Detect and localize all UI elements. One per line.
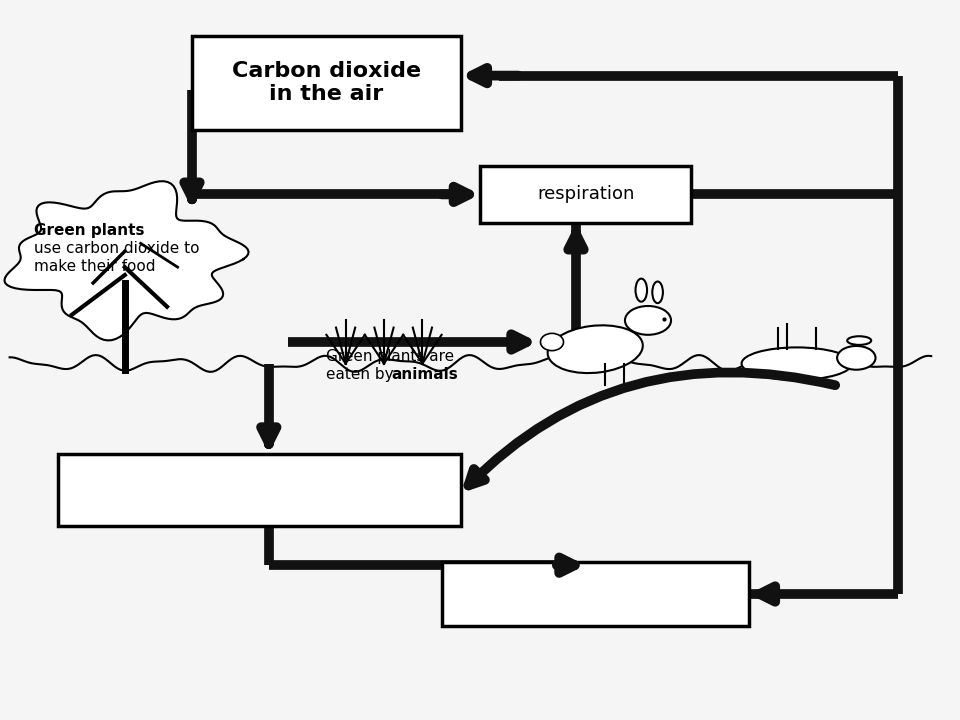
Ellipse shape [741,348,852,380]
Text: eaten by: eaten by [326,367,399,382]
Bar [480,166,691,223]
Text: make their food: make their food [34,259,156,274]
Bar [442,562,749,626]
Ellipse shape [547,325,643,373]
Bar [58,454,461,526]
Text: animals: animals [392,367,459,382]
Polygon shape [5,181,249,341]
Text: Green plants are: Green plants are [326,349,454,364]
Ellipse shape [625,306,671,335]
Text: respiration: respiration [537,186,635,204]
Circle shape [540,333,564,351]
Text: use carbon dioxide to: use carbon dioxide to [34,241,199,256]
Ellipse shape [636,279,647,302]
Text: Green plants: Green plants [34,223,144,238]
Ellipse shape [848,336,872,345]
Ellipse shape [837,346,876,370]
Text: Carbon dioxide
in the air: Carbon dioxide in the air [231,61,421,104]
Bar [192,36,461,130]
Ellipse shape [653,282,662,303]
